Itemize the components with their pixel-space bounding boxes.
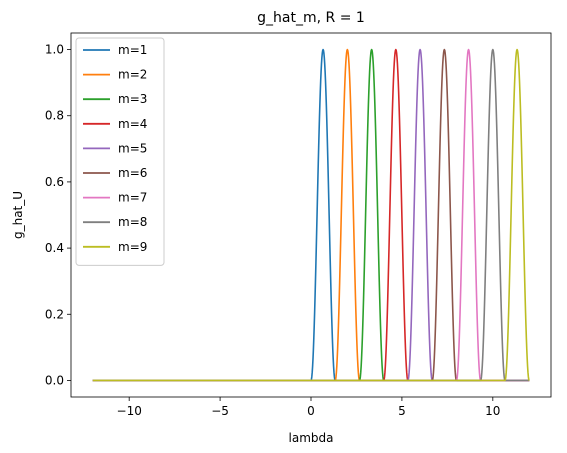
legend-label-m=6: m=6 bbox=[118, 166, 147, 180]
x-tick-label: 0 bbox=[307, 404, 315, 418]
x-axis-ticks: −10 −5 0 5 10 bbox=[117, 397, 500, 418]
y-tick-label: 0.2 bbox=[45, 307, 64, 321]
series-line-m=7 bbox=[92, 48, 530, 382]
x-tick-label: 10 bbox=[485, 404, 500, 418]
chart-title: g_hat_m, R = 1 bbox=[257, 10, 365, 26]
legend: m=1 m=2 m=3 m=4 m=5 m=6 m=7 m=8 m=9 bbox=[75, 37, 165, 266]
series-line-m=9 bbox=[92, 48, 530, 382]
legend-label-m=9: m=9 bbox=[118, 240, 147, 254]
legend-label-m=5: m=5 bbox=[118, 141, 147, 155]
x-tick-label: −10 bbox=[117, 404, 142, 418]
series-line-m=5 bbox=[92, 48, 530, 382]
y-axis-ticks: 0.0 0.2 0.4 0.6 0.8 1.0 bbox=[45, 43, 71, 387]
series-line-m=1 bbox=[92, 48, 530, 382]
legend-label-m=3: m=3 bbox=[118, 92, 147, 106]
series-line-m=3 bbox=[92, 48, 530, 382]
legend-label-m=4: m=4 bbox=[118, 117, 147, 131]
series-line-m=6 bbox=[92, 48, 530, 382]
x-tick-label: 5 bbox=[398, 404, 406, 418]
y-tick-label: 0.0 bbox=[45, 373, 64, 387]
legend-label-m=1: m=1 bbox=[118, 43, 147, 57]
y-tick-label: 0.4 bbox=[45, 241, 64, 255]
series-line-m=2 bbox=[92, 48, 530, 382]
series-layer bbox=[92, 48, 530, 382]
y-tick-label: 0.8 bbox=[45, 109, 64, 123]
y-tick-label: 0.6 bbox=[45, 175, 64, 189]
series-line-m=4 bbox=[92, 48, 530, 382]
y-tick-label: 1.0 bbox=[45, 43, 64, 57]
legend-label-m=7: m=7 bbox=[118, 191, 147, 205]
y-axis-label: g_hat_U bbox=[11, 191, 25, 239]
x-axis-label: lambda bbox=[289, 431, 334, 445]
x-tick-label: −5 bbox=[211, 404, 229, 418]
legend-label-m=8: m=8 bbox=[118, 215, 147, 229]
series-line-m=8 bbox=[92, 48, 530, 382]
legend-box bbox=[75, 37, 165, 266]
legend-label-m=2: m=2 bbox=[118, 68, 147, 82]
